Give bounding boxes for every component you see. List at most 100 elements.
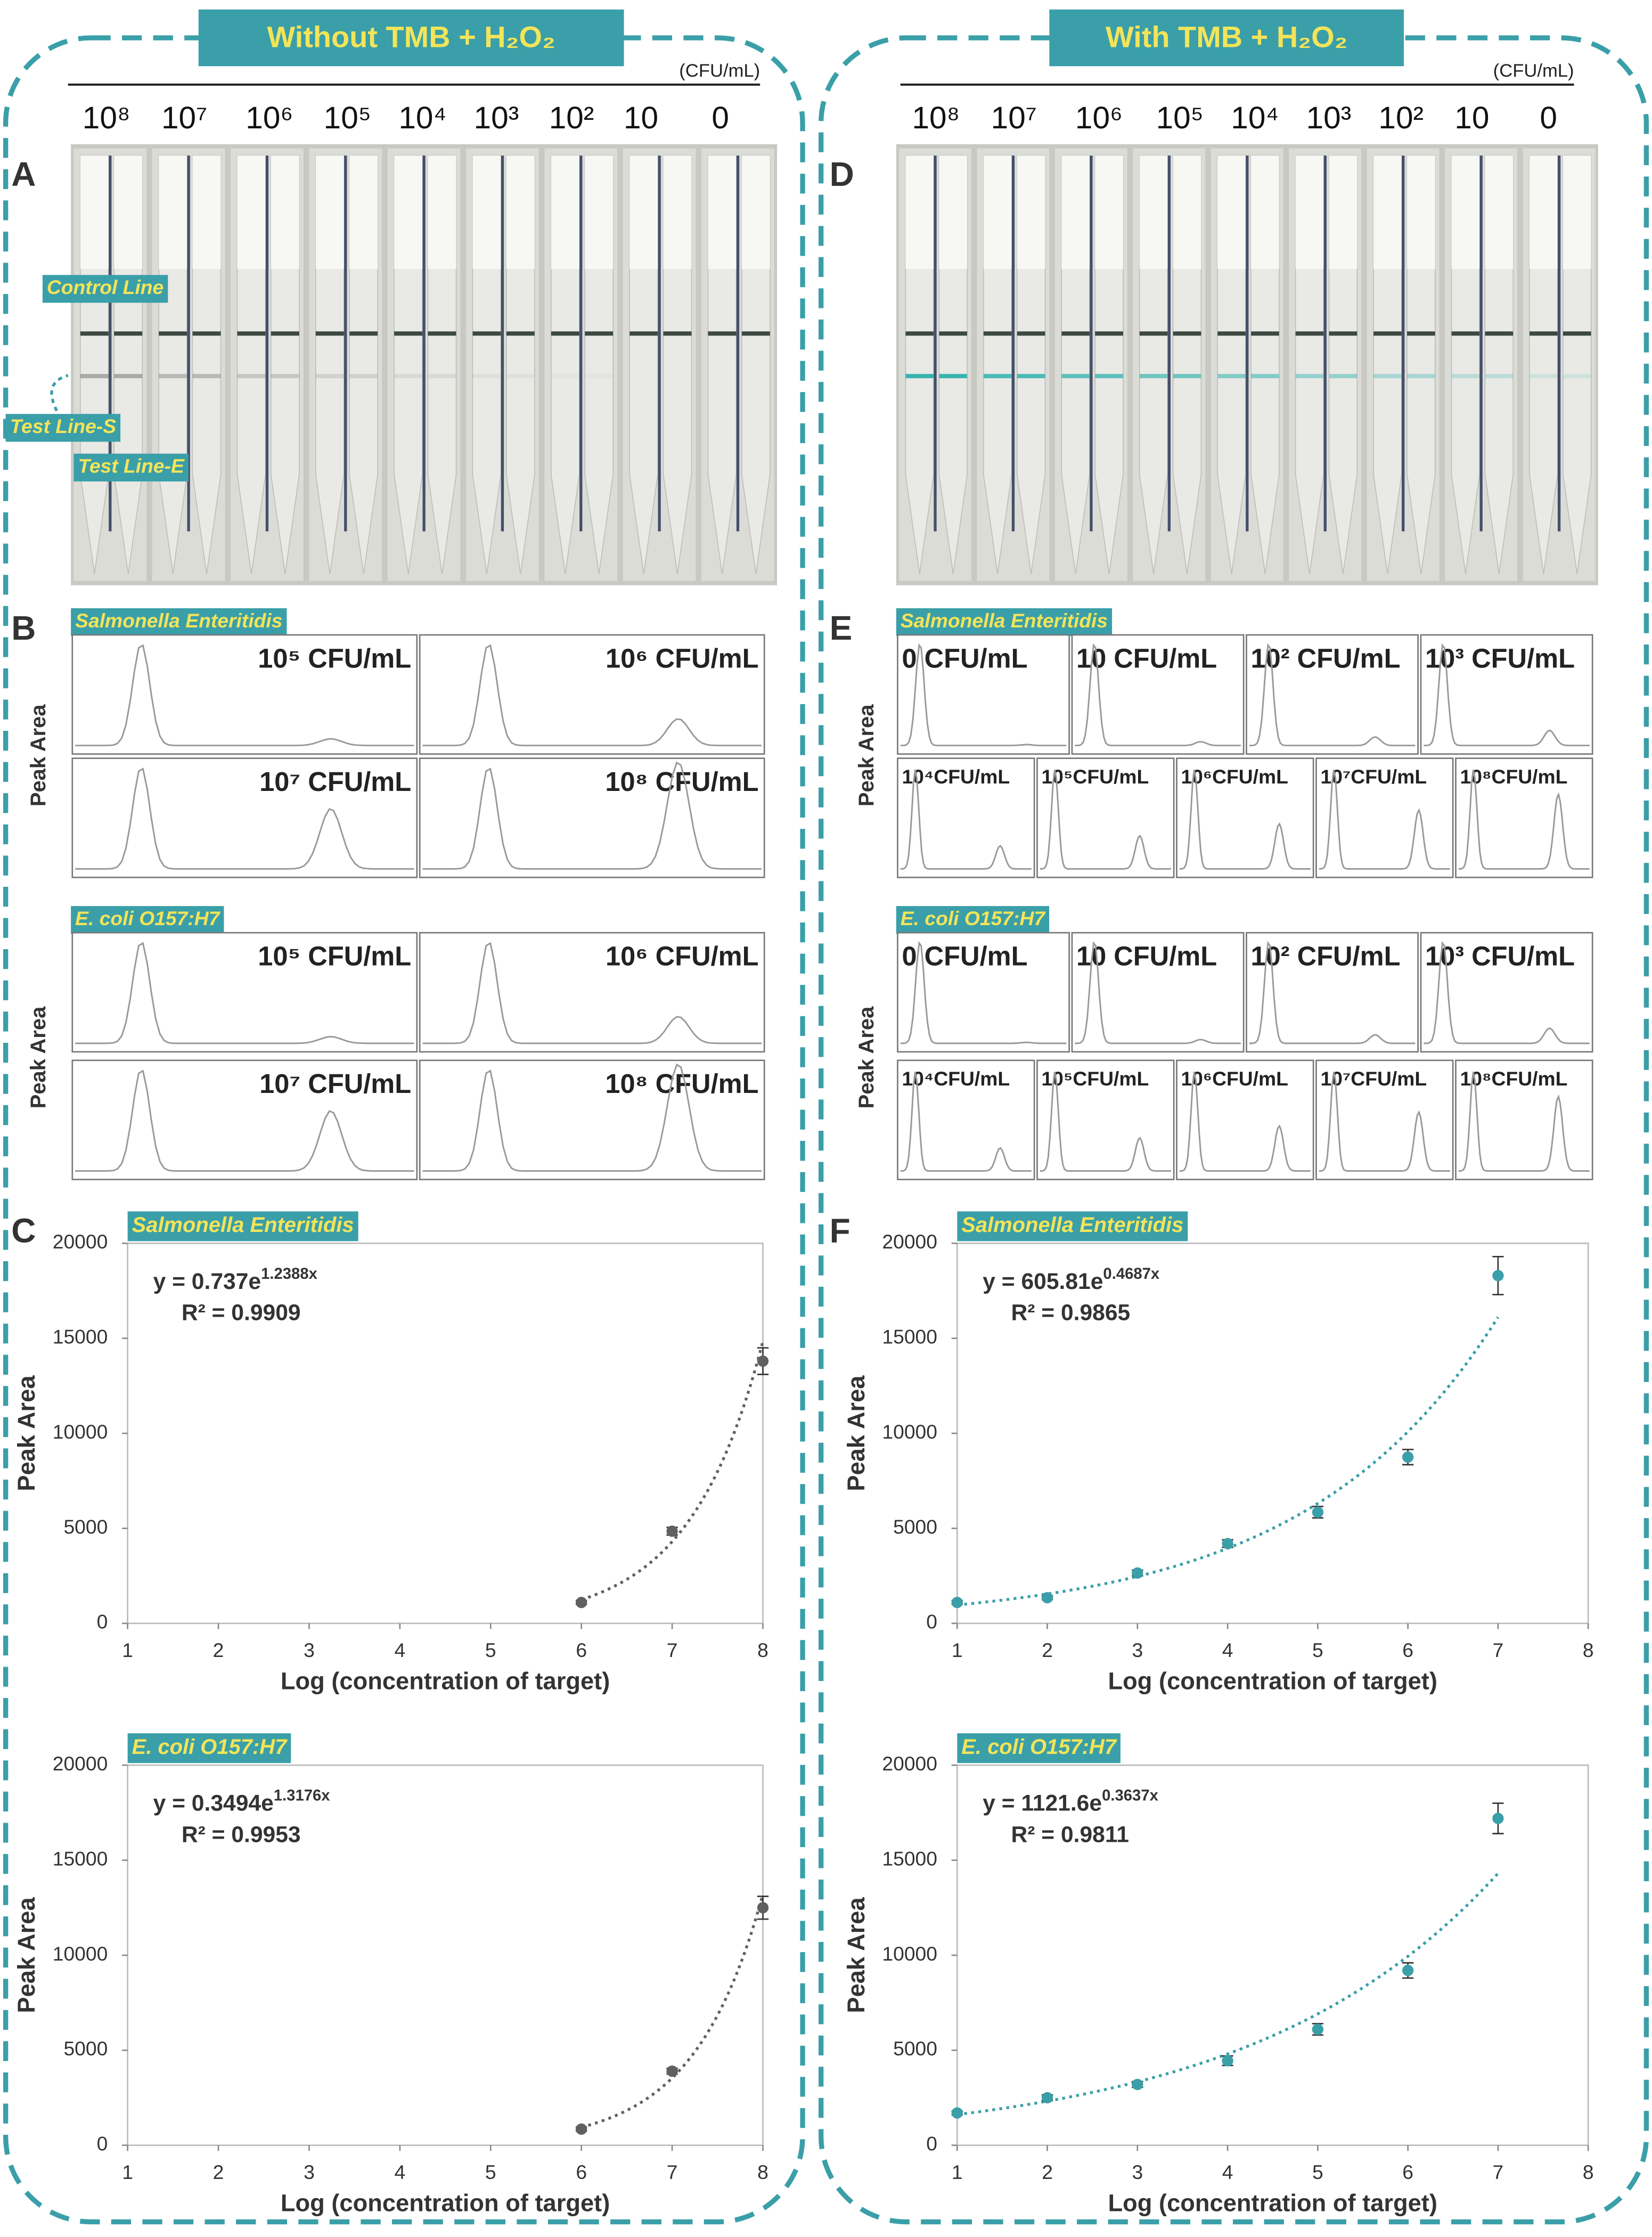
test-line <box>192 374 221 379</box>
y-axis-label: Peak Area <box>13 1375 40 1491</box>
data-point <box>1312 1506 1324 1518</box>
equation: y = 605.81e0.4687x <box>983 1265 1160 1294</box>
chromatogram-trace <box>1319 1072 1450 1172</box>
chromatogram-trace <box>1075 643 1241 747</box>
strip-pad <box>192 156 221 270</box>
test-line <box>1173 374 1201 379</box>
test-line <box>629 374 658 378</box>
chromatogram-label: 10 CFU/mL <box>1076 643 1217 673</box>
data-point <box>1041 2092 1053 2104</box>
control-line <box>983 331 1012 336</box>
chromatogram-label: 10⁷ CFU/mL <box>259 766 411 797</box>
concentration-label: 10⁸ <box>912 101 960 135</box>
species-label: Salmonella Enteritidis <box>901 609 1108 632</box>
equation-base: y = 0.737e <box>153 1269 261 1294</box>
chromatogram-label: 10⁸CFU/mL <box>1460 765 1567 788</box>
chromatogram-frame <box>897 932 1070 1053</box>
chromatogram-frame <box>419 757 765 878</box>
chart-title-bg <box>957 1211 1188 1242</box>
chromatogram-trace <box>422 942 762 1044</box>
control-line <box>80 331 109 336</box>
y-tick-label: 20000 <box>882 1752 937 1775</box>
chromatogram-trace <box>900 941 1067 1044</box>
annotation-bg <box>5 414 121 442</box>
chart-title-bg <box>127 1733 291 1764</box>
x-tick-label: 7 <box>1493 1639 1504 1661</box>
concentration-label: 10⁴ <box>1231 101 1279 135</box>
y-axis-label: Peak Area <box>13 1897 40 2013</box>
control-line <box>1061 331 1090 336</box>
data-point <box>951 1597 963 1609</box>
x-tick-label: 3 <box>304 1639 315 1661</box>
concentration-label: 10⁵ <box>1156 101 1204 135</box>
x-tick-label: 4 <box>395 1639 406 1661</box>
test-line <box>1017 374 1045 379</box>
equation-exponent: 1.3176x <box>274 1786 331 1804</box>
control-line <box>472 331 501 336</box>
strip-pad <box>1373 156 1402 270</box>
annotation-group: Control Line <box>42 275 168 303</box>
chromatogram-label: 10⁶CFU/mL <box>1181 1067 1288 1090</box>
chromatogram-trace <box>1040 769 1171 870</box>
control-line <box>905 331 934 336</box>
chromatogram-frame <box>1071 634 1245 755</box>
panel-letter: E <box>830 609 853 647</box>
annotation: Test Line-S <box>10 415 117 437</box>
species-label-group: Salmonella Enteritidis <box>71 608 287 636</box>
y-tick-label: 5000 <box>893 1515 937 1538</box>
chromatogram-label: 10⁸CFU/mL <box>1460 1067 1567 1090</box>
test-line <box>1217 374 1246 379</box>
chromatogram-frame <box>71 634 418 755</box>
strip-pad <box>1563 156 1591 270</box>
header-bg <box>198 9 624 67</box>
control-line <box>349 331 378 336</box>
x-tick-label: 2 <box>1042 1639 1053 1661</box>
equation-exponent: 0.4687x <box>1103 1265 1160 1283</box>
data-point <box>1132 1567 1143 1579</box>
chart-title: Salmonella Enteritidis <box>132 1213 354 1237</box>
chart-title-group: E. coli O157:H7 <box>957 1733 1121 1764</box>
y-tick-label: 20000 <box>53 1752 108 1775</box>
test-line <box>551 374 579 378</box>
control-line <box>1529 331 1558 336</box>
control-line <box>394 331 423 336</box>
control-line <box>114 331 143 336</box>
data-point <box>576 2123 587 2135</box>
test-line <box>1329 374 1357 379</box>
r-squared: R² = 0.9865 <box>1011 1300 1130 1326</box>
panel-letter: F <box>830 1212 850 1250</box>
strip-pad <box>1451 156 1480 270</box>
chromatogram-trace <box>1458 1072 1590 1172</box>
data-point <box>1132 2078 1143 2091</box>
chromatogram-trace <box>75 768 414 870</box>
trendline <box>956 1872 1499 2116</box>
control-line <box>1451 331 1480 336</box>
y-tick-label: 0 <box>97 2133 108 2155</box>
chromatogram-label: 10⁴CFU/mL <box>902 765 1010 788</box>
control-line <box>1251 331 1279 336</box>
control-line <box>741 331 770 336</box>
chromatogram-trace <box>1249 643 1416 747</box>
header-bg <box>1049 9 1404 67</box>
chromatogram-trace <box>900 643 1067 747</box>
chromatogram-trace <box>422 761 762 870</box>
x-tick-label: 5 <box>1312 2161 1323 2183</box>
y-tick-label: 15000 <box>882 1847 937 1869</box>
control-line <box>506 331 535 336</box>
equation: y = 0.3494e1.3176x <box>153 1786 331 1816</box>
chromatogram-trace <box>422 1063 762 1172</box>
concentration-label: 10⁸ <box>83 101 130 135</box>
strip-pad <box>939 156 968 270</box>
concentration-label: 10⁷ <box>991 101 1037 135</box>
test-line <box>114 374 143 379</box>
species-label: E. coli O157:H7 <box>75 907 221 929</box>
chromatogram-label: 10 CFU/mL <box>1076 941 1217 971</box>
chromatogram-trace <box>1040 1072 1171 1172</box>
y-tick-label: 10000 <box>53 1420 108 1443</box>
x-tick-label: 2 <box>213 1639 224 1661</box>
concentration-label: 10 <box>624 101 658 135</box>
test-line <box>1373 374 1402 379</box>
x-axis-label: Log (concentration of target) <box>281 1668 610 1695</box>
chromatogram-trace <box>75 1069 414 1172</box>
